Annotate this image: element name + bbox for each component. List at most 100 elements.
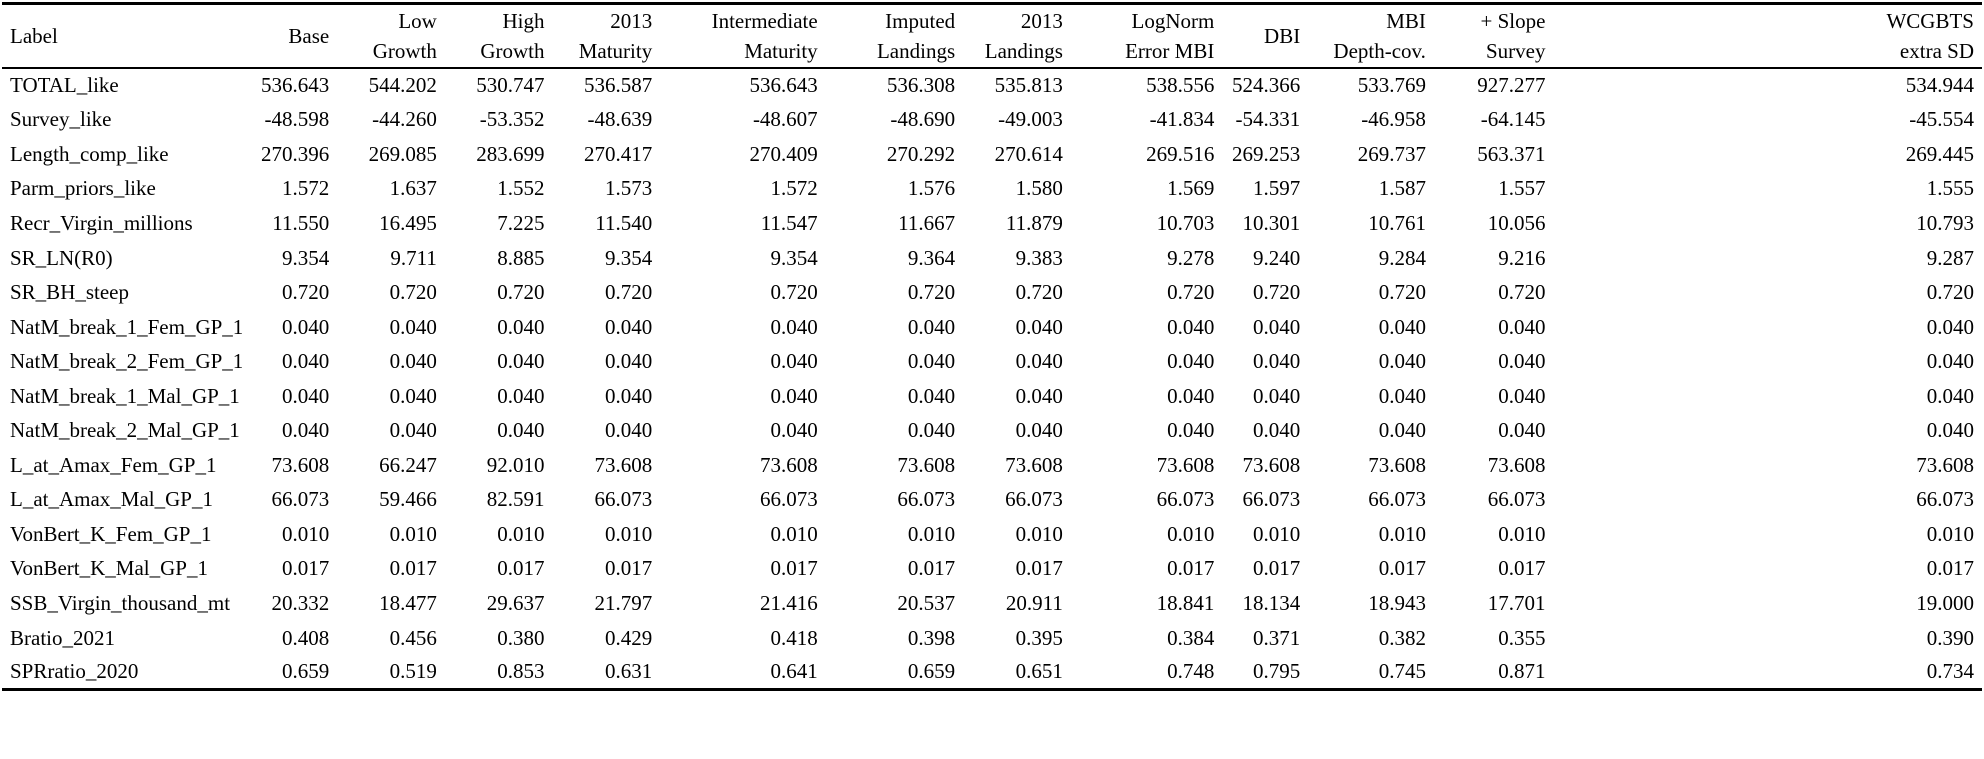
table-cell: 0.720 [604,280,653,305]
table-row: L_at_Amax_Fem_GP_1 73.608 66.247 92.010 73.6… [2,448,1982,483]
table-cell: 563.371 [1477,141,1546,166]
table-cell: 0.040 [1378,349,1426,374]
table-row: NatM_break_1_Fem_GP_1 0.040 0.040 0.040 0.04… [2,309,1982,344]
table-cell: 0.040 [1378,383,1426,408]
table-cell: 0.040 [1252,418,1301,443]
table-row: SR_LN(R0) 9.354 9.711 8.885 9.354 9.354 9.364 9… [2,240,1982,275]
column-header-line-2: Maturity [744,38,818,63]
table-cell: 0.040 [1167,314,1215,339]
table-cell: 18.477 [379,590,437,615]
table-cell: 0.040 [1378,418,1426,443]
table-cell: 0.040 [1015,383,1063,408]
table-cell: 0.040 [497,349,545,374]
table-cell: 0.720 [497,280,545,305]
table-cell: 0.720 [1252,280,1301,305]
column-header-line-1: MBI [1386,8,1426,33]
table-cell: 1.637 [389,176,437,201]
table-cell: 0.659 [281,659,330,684]
table-cell: 66.073 [594,487,653,512]
table-cell: 0.040 [389,418,437,443]
table-cell: 0.017 [1378,556,1426,581]
table-cell: 283.699 [476,141,545,166]
table-cell: 1.557 [1498,176,1546,201]
table-cell: 0.631 [604,659,653,684]
column-header-line-2: Landings [984,38,1063,63]
table-cell: 20.332 [271,590,330,615]
column-header-line-1: 2013 [610,8,653,33]
table-cell: 73.608 [1156,452,1215,477]
table-cell: 0.384 [1167,625,1215,650]
table-cell: 0.429 [604,625,653,650]
table-cell: 0.418 [770,625,818,650]
table-cell: 0.017 [604,556,653,581]
table-cell: 1.572 [770,176,818,201]
table-cell: 0.720 [1926,280,1974,305]
column-header-line-2: Growth [372,38,437,63]
table-cell: 0.040 [281,418,330,443]
table-cell: 11.540 [595,210,653,235]
table-cell: 0.010 [604,521,653,546]
table-cell: 73.608 [271,452,330,477]
table-body: TOTAL_like 536.643 544.202 530.747 536.587 53… [2,68,1982,690]
table-cell: 0.010 [1015,521,1063,546]
column-header: Imputed Landings [825,3,964,69]
table-row: VonBert_K_Fem_GP_1 0.010 0.010 0.010 0.010 0.… [2,517,1982,552]
table-cell: 66.073 [1368,487,1426,512]
row-label: NatM_break_1_Mal_GP_1 [10,383,240,408]
table-cell: 0.040 [1498,314,1546,339]
table-cell: 0.871 [1498,659,1546,684]
sensitivity-table-container: Label Base Low Growth High Growth 2013 Maturity… [2,2,1982,691]
table-cell: 0.040 [497,314,545,339]
table-cell: 270.409 [749,141,818,166]
table-cell: 0.040 [389,349,437,374]
table-cell: 0.659 [907,659,956,684]
row-label: VonBert_K_Fem_GP_1 [10,521,212,546]
table-cell: 66.073 [1005,487,1063,512]
table-cell: 9.278 [1167,245,1215,270]
table-cell: 535.813 [994,73,1063,98]
table-cell: 0.040 [907,349,956,374]
sensitivity-table: Label Base Low Growth High Growth 2013 Maturity… [2,2,1982,691]
table-cell: 0.040 [604,383,653,408]
table-cell: 10.703 [1156,210,1215,235]
table-cell: 269.516 [1146,141,1215,166]
table-row: NatM_break_1_Mal_GP_1 0.040 0.040 0.040 0.04… [2,378,1982,413]
table-cell: 0.017 [1498,556,1546,581]
table-cell: 0.720 [770,280,818,305]
table-cell: 10.301 [1242,210,1301,235]
table-cell: -44.260 [372,107,437,132]
table-cell: 9.287 [1926,245,1974,270]
table-cell: 269.253 [1231,141,1301,166]
table-cell: 0.395 [1015,625,1063,650]
table-cell: 73.608 [897,452,956,477]
table-cell: 270.292 [886,141,956,166]
table-cell: 66.073 [271,487,330,512]
table-cell: -48.639 [587,107,653,132]
column-header: LogNorm Error MBI [1070,3,1223,69]
table-cell: 0.040 [1167,383,1215,408]
column-header-line-2: Error MBI [1125,38,1215,63]
row-label: Recr_Virgin_millions [10,210,193,235]
table-cell: 0.040 [1498,418,1546,443]
table-cell: 29.637 [486,590,545,615]
column-header-line-2: Survey [1485,38,1546,63]
table-cell: 11.547 [760,210,818,235]
table-cell: 530.747 [476,73,545,98]
table-cell: 73.608 [594,452,653,477]
column-header: DBI [1222,3,1309,69]
table-row: Survey_like -48.598 -44.260 -53.352 -48.639 -… [2,102,1982,137]
table-cell: 0.017 [497,556,545,581]
table-cell: 536.308 [886,73,956,98]
table-cell: 270.614 [994,141,1063,166]
table-cell: 536.587 [583,73,653,98]
table-cell: 0.040 [1252,383,1301,408]
row-label: SR_LN(R0) [10,245,113,270]
table-cell: 534.944 [1905,73,1974,98]
table-cell: 18.841 [1156,590,1215,615]
table-cell: -46.958 [1361,107,1426,132]
table-cell: 536.643 [260,73,330,98]
column-header: WCGBTS extra SD [1553,3,1982,69]
table-cell: 1.580 [1015,176,1063,201]
table-cell: 73.608 [1242,452,1301,477]
table-cell: 9.354 [281,245,330,270]
